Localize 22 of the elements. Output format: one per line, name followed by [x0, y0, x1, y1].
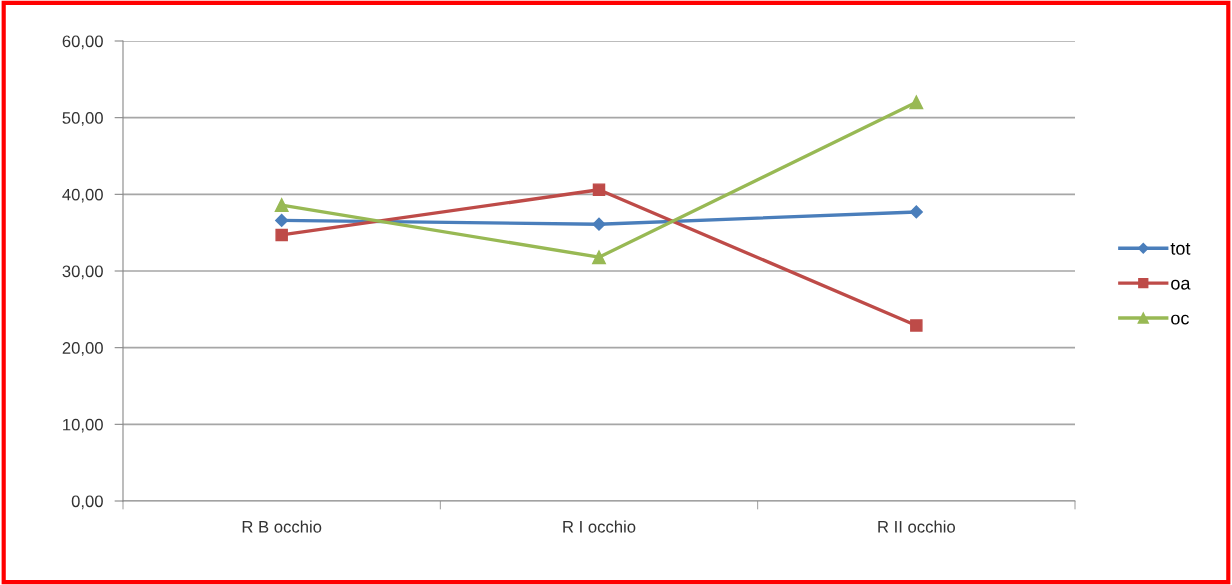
point [274, 198, 289, 213]
y-tick-label: 30,00 [62, 265, 103, 280]
point [275, 228, 288, 242]
point [592, 250, 606, 265]
legend-label: oc [1171, 314, 1189, 325]
y-tick-label: 50,00 [62, 112, 103, 126]
x-tick-label: R B occhio [242, 520, 322, 533]
point [275, 213, 289, 227]
y-tick-label: 0,00 [71, 495, 103, 510]
y-tick-label: 10,00 [63, 418, 103, 433]
y-tick-label: 60,00 [62, 35, 103, 50]
y-tick-label: 20,00 [62, 342, 103, 356]
point [910, 319, 923, 332]
point [592, 183, 606, 196]
legend-label: tot [1170, 242, 1191, 255]
legend-label: oa [1171, 279, 1191, 290]
point [909, 205, 923, 219]
point [592, 217, 606, 231]
point [909, 95, 924, 110]
x-tick-label: R I occhio [563, 520, 636, 533]
y-tick-label: 40,00 [62, 188, 103, 203]
x-tick-label: R II occhio [878, 520, 955, 533]
